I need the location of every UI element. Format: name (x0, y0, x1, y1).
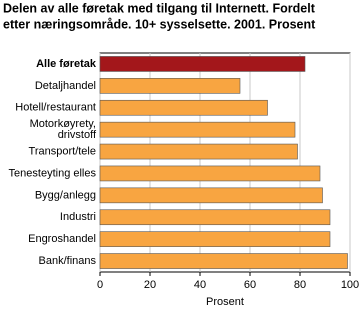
chart-title: Delen av alle føretak med tilgang til In… (3, 1, 316, 15)
bar (99, 99, 268, 116)
bar (99, 56, 306, 72)
y-tick-label: Tenesteyting elles (9, 167, 97, 179)
x-axis-label: Prosent (206, 296, 244, 308)
bar (99, 187, 323, 204)
y-tick-label: Transport/tele (29, 145, 96, 157)
x-tick-label: 60 (244, 279, 256, 291)
bar (99, 165, 321, 182)
x-tick-label: 40 (194, 279, 206, 291)
chart-title: etter næringsområde. 10+ sysselsette. 20… (3, 17, 316, 31)
bar (99, 209, 331, 226)
bar (99, 78, 241, 94)
y-tick-label: Detaljhandel (35, 80, 96, 92)
x-tick-label: 100 (341, 279, 359, 291)
y-tick-label: Bygg/anlegg (35, 189, 96, 201)
y-tick-label: Hotell/restaurant (15, 102, 96, 114)
bar (99, 121, 296, 138)
x-tick-label: 80 (294, 279, 306, 291)
bar (99, 143, 298, 160)
bar (99, 231, 331, 247)
y-tick-label: Industri (60, 211, 96, 223)
y-tick-label: Motorkøyrety, drivstoff (30, 118, 97, 141)
bar (99, 253, 348, 269)
x-tick-label: 0 (97, 279, 103, 291)
y-tick-label: Bank/finans (39, 255, 97, 267)
y-tick-label: Alle føretak (36, 58, 97, 70)
x-tick-label: 20 (144, 279, 156, 291)
y-tick-label: Engroshandel (28, 233, 96, 245)
